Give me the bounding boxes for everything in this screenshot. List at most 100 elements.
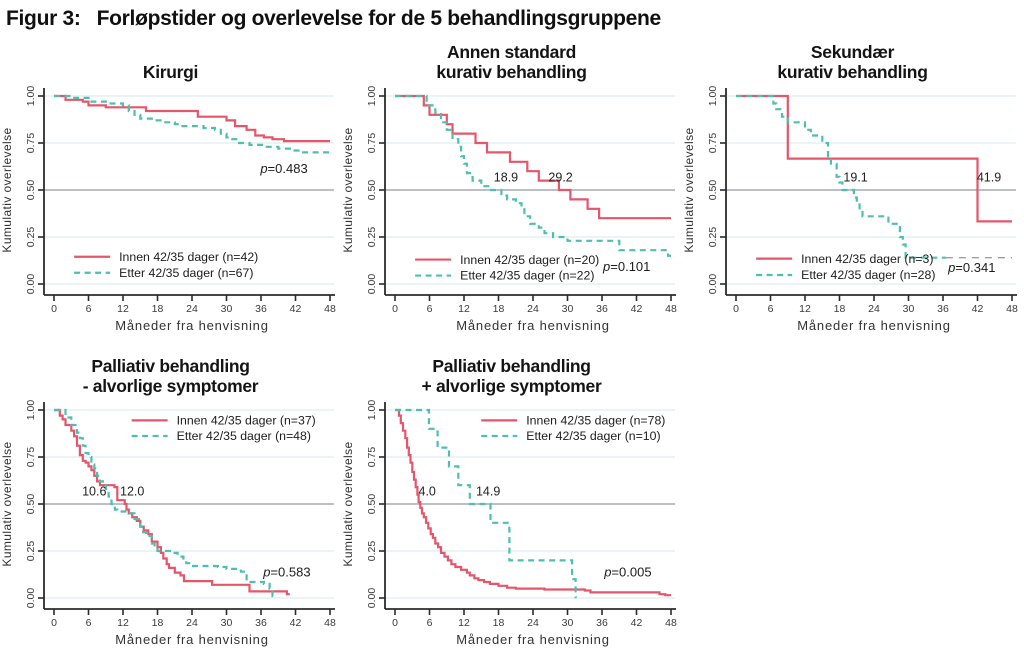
x-tick-label: 18 <box>834 303 846 315</box>
x-tick-label: 12 <box>117 617 129 629</box>
legend-label-etter: Etter 42/35 dager (n=67) <box>119 266 253 280</box>
x-tick-label: 18 <box>493 303 505 315</box>
charts-grid: Kirurgi 0.00 0.25 0.50 0.75 1.00 0 6 12 18 24 30 36… <box>0 35 1024 651</box>
y-axis-title: Kumulativ overlevelse <box>0 127 14 252</box>
p-value-label: p=0.005 <box>603 564 651 579</box>
x-tick-label: 6 <box>427 617 433 629</box>
y-tick-label: 1.00 <box>25 86 37 107</box>
p-value-label: p=0.483 <box>259 161 307 176</box>
x-tick-label: 24 <box>527 617 539 629</box>
y-tick-label: 1.00 <box>707 86 719 107</box>
panel-title: Annen standard kurativ behandling <box>436 41 587 82</box>
x-tick-label: 48 <box>324 617 336 629</box>
legend-label-etter: Etter 42/35 dager (n=10) <box>526 429 660 443</box>
panel-title: Palliativ behandling - alvorlige symptom… <box>82 355 259 396</box>
y-tick-label: 0.75 <box>707 133 719 154</box>
x-tick-label: 24 <box>868 303 880 315</box>
p-value-label: p=0.341 <box>947 260 995 275</box>
x-axis-title: Måneder fra henvisning <box>456 632 609 647</box>
y-tick-label: 0.25 <box>25 541 37 562</box>
y-tick-label: 0.00 <box>707 274 719 295</box>
x-tick-label: 6 <box>86 303 92 315</box>
x-tick-label: 42 <box>972 303 984 315</box>
median-label: 29.2 <box>548 171 572 185</box>
panel-kirurgi: Kirurgi 0.00 0.25 0.50 0.75 1.00 0 6 12 18 24 30 36… <box>0 35 341 337</box>
x-tick-label: 36 <box>255 617 267 629</box>
survival-curve-etter <box>54 94 330 154</box>
y-axis-title: Kumulativ overlevelse <box>341 127 355 252</box>
x-tick-label: 0 <box>51 617 57 629</box>
x-axis-title: Måneder fra henvisning <box>456 318 609 333</box>
panel-title: Palliativ behandling + alvorlige symptom… <box>421 355 602 396</box>
x-tick-label: 12 <box>458 303 470 315</box>
legend-label-innen: Innen 42/35 dager (n=42) <box>119 250 258 264</box>
survival-plot-palliativ-pluss: 0.00 0.25 0.50 0.75 1.00 0 6 12 18 24 30 36 42 48 Kumu… <box>341 400 677 647</box>
survival-curve-innen <box>395 94 671 220</box>
median-label: 19.1 <box>843 171 867 185</box>
y-tick-label: 1.00 <box>366 400 378 421</box>
x-tick-label: 12 <box>799 303 811 315</box>
x-tick-label: 12 <box>458 617 470 629</box>
x-tick-label: 36 <box>596 303 608 315</box>
figure-header: Figur 3: Forløpstider og overlevelse for… <box>0 0 1024 31</box>
y-axis-title: Kumulativ overlevelse <box>341 441 355 566</box>
x-tick-label: 36 <box>937 303 949 315</box>
x-tick-label: 30 <box>562 303 574 315</box>
x-axis-title: Måneder fra henvisning <box>115 318 268 333</box>
x-tick-label: 6 <box>86 617 92 629</box>
x-tick-label: 42 <box>290 303 302 315</box>
x-axis-title: Måneder fra henvisning <box>115 632 268 647</box>
y-tick-label: 0.50 <box>366 180 378 201</box>
x-tick-label: 24 <box>527 303 539 315</box>
x-tick-label: 36 <box>255 303 267 315</box>
x-tick-label: 18 <box>493 617 505 629</box>
panel-palliativ-pluss-symptomer: Palliativ behandling + alvorlige symptom… <box>341 349 682 651</box>
panel-palliativ-minus-symptomer: Palliativ behandling - alvorlige symptom… <box>0 349 341 651</box>
x-tick-label: 48 <box>665 617 677 629</box>
x-tick-label: 30 <box>221 303 233 315</box>
panel-annen-standard-kurativ: Annen standard kurativ behandling 0.00 0.… <box>341 35 682 337</box>
x-tick-label: 48 <box>665 303 677 315</box>
x-tick-label: 18 <box>152 617 164 629</box>
x-tick-label: 6 <box>427 303 433 315</box>
survival-curve-etter <box>736 94 946 259</box>
y-tick-label: 0.25 <box>366 227 378 248</box>
x-axis-title: Måneder fra henvisning <box>797 318 950 333</box>
survival-curve-innen <box>54 408 290 596</box>
x-tick-label: 24 <box>186 617 198 629</box>
survival-plot-kirurgi: 0.00 0.25 0.50 0.75 1.00 0 6 12 18 24 30 36 42 48 Kumu… <box>0 86 336 333</box>
survival-curve-etter <box>54 408 275 598</box>
x-tick-label: 42 <box>631 303 643 315</box>
y-tick-label: 0.00 <box>25 274 37 295</box>
survival-plot-sekundaer: 0.00 0.25 0.50 0.75 1.00 0 6 12 18 24 30 36 42 48 Kumu… <box>682 86 1018 333</box>
median-label: 10.6 <box>82 485 106 499</box>
x-tick-label: 30 <box>903 303 915 315</box>
y-axis-title: Kumulativ overlevelse <box>682 127 696 252</box>
x-tick-label: 36 <box>596 617 608 629</box>
figure-title: Forløpstider og overlevelse for de 5 beh… <box>96 7 662 30</box>
legend-label-innen: Innen 42/35 dager (n=3) <box>801 252 933 266</box>
figure-label: Figur 3: <box>6 7 81 30</box>
y-tick-label: 0.75 <box>25 447 37 468</box>
survival-curve-etter <box>395 408 577 599</box>
survival-curve-innen <box>736 94 1012 223</box>
x-tick-label: 18 <box>152 303 164 315</box>
survival-plot-annen-standard: 0.00 0.25 0.50 0.75 1.00 0 6 12 18 24 30 36 42 48 Kumu… <box>341 86 677 333</box>
x-tick-label: 48 <box>1006 303 1018 315</box>
y-tick-label: 0.00 <box>366 588 378 609</box>
survival-curve-innen <box>395 408 671 597</box>
x-tick-label: 0 <box>392 617 398 629</box>
legend-label-etter: Etter 42/35 dager (n=48) <box>177 429 311 443</box>
x-tick-label: 42 <box>290 617 302 629</box>
survival-curve-etter <box>395 94 671 257</box>
survival-curve-innen <box>54 94 330 143</box>
x-tick-label: 0 <box>392 303 398 315</box>
median-label: 4.0 <box>419 485 436 499</box>
y-tick-label: 0.75 <box>25 133 37 154</box>
median-label: 41.9 <box>977 171 1001 185</box>
legend-label-innen: Innen 42/35 dager (n=37) <box>177 414 316 428</box>
panel-title: Kirurgi <box>142 61 199 82</box>
x-tick-label: 30 <box>221 617 233 629</box>
y-tick-label: 0.50 <box>366 494 378 515</box>
